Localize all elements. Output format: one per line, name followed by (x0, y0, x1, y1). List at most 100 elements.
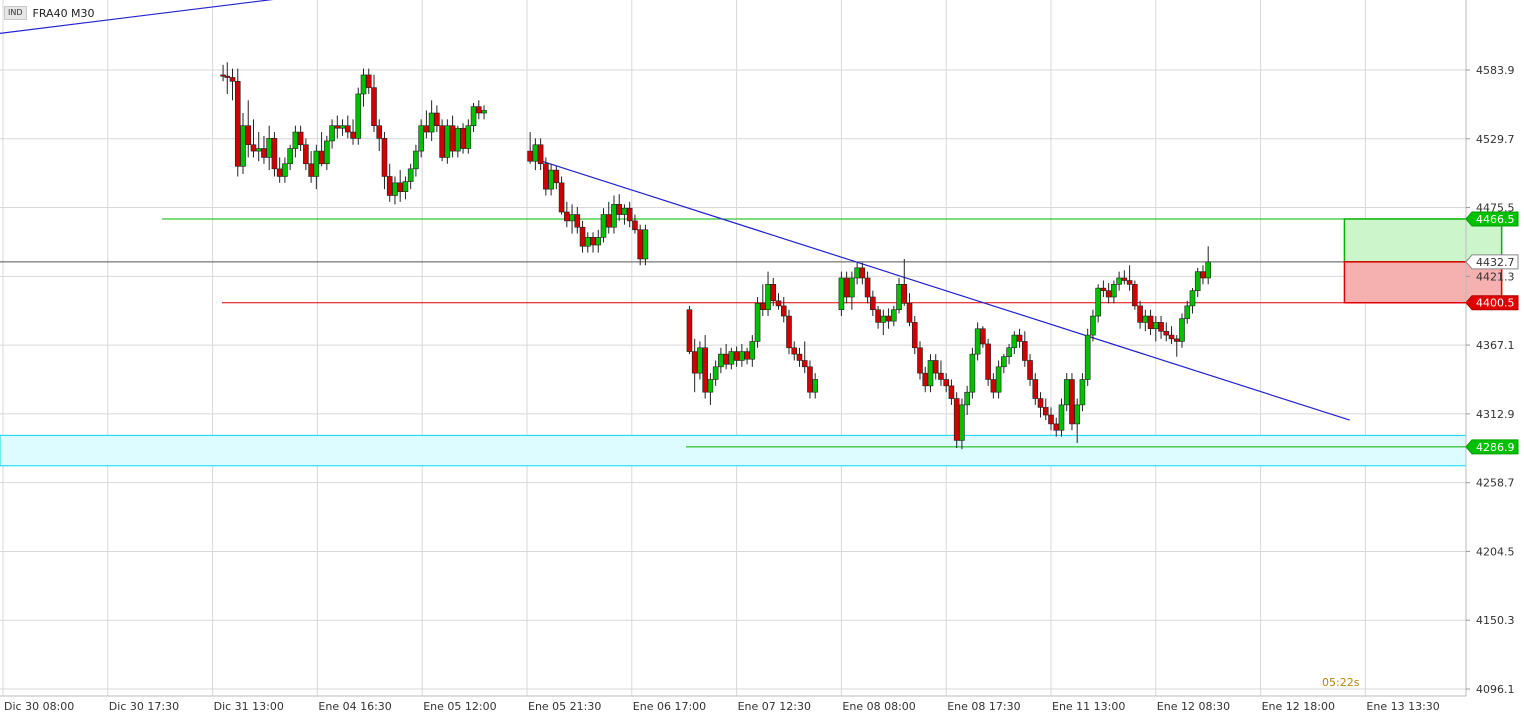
candle-body (1200, 271, 1206, 279)
candle (229, 68, 236, 101)
candle (901, 258, 908, 306)
candle-body (371, 87, 377, 127)
candle-body (1063, 379, 1070, 406)
candle-body (1079, 379, 1086, 406)
candle (271, 132, 278, 177)
candle (1021, 331, 1028, 367)
candle (329, 119, 335, 149)
candle (355, 87, 362, 145)
time-axis[interactable]: Dic 30 08:00 Dic 30 17:30 Dic 31 13:00 Ene … (0, 695, 1466, 713)
candle (297, 125, 304, 152)
candle-body (365, 74, 372, 88)
candle-body (632, 220, 638, 231)
candle (812, 373, 819, 399)
candle-body (775, 300, 782, 307)
time-tick-label: Dic 30 17:30 (109, 700, 179, 713)
candle (1194, 267, 1201, 298)
candles (220, 62, 1211, 450)
candle-body (770, 284, 777, 302)
candle (686, 305, 693, 355)
candle (1042, 398, 1049, 421)
candle (240, 113, 246, 174)
candle (376, 119, 383, 152)
candle-body (1058, 404, 1065, 431)
candle (791, 341, 798, 361)
candle-body (460, 127, 466, 149)
candle (642, 224, 649, 266)
candle-body (407, 168, 414, 182)
candle-body (969, 353, 976, 393)
candle (1184, 300, 1191, 324)
candle-body (329, 125, 335, 142)
candle-body (765, 284, 771, 311)
take-profit-label: 4466.5 (1465, 211, 1519, 227)
candle (1132, 280, 1138, 310)
candle (938, 360, 944, 386)
candle (1069, 373, 1075, 431)
candle-body (584, 237, 591, 247)
candle-body (413, 150, 419, 170)
support-level-label-text: 4286.9 (1476, 441, 1515, 454)
candle-body (616, 204, 623, 215)
candle-body (801, 360, 808, 368)
stop-loss-label-text: 4400.5 (1476, 297, 1515, 310)
candle (413, 144, 419, 177)
candle (481, 105, 487, 120)
candle (707, 373, 714, 405)
candle-body (595, 237, 602, 246)
candle-body (1016, 334, 1023, 342)
price-axis[interactable]: 4583.9 4529.7 4475.5 4421.3 4367.1 4312.9 4258… (1465, 0, 1515, 696)
candle (1027, 354, 1033, 386)
candle-body (796, 353, 803, 361)
candle (1074, 398, 1080, 443)
candle-body (780, 305, 787, 317)
candle-body (1132, 284, 1138, 307)
candle-body (786, 315, 792, 349)
candle (234, 68, 241, 177)
candle (402, 176, 409, 200)
trendline (0, 0, 274, 34)
candle-body (1158, 322, 1164, 332)
time-tick-label: Ene 08 17:30 (947, 700, 1020, 713)
candle (1016, 328, 1023, 348)
price-labels: 4466.5 4400.5 4286.9 4432.7 (1465, 211, 1519, 455)
candle-body (691, 351, 698, 374)
candle-body (564, 211, 570, 222)
candle (749, 335, 756, 367)
candle-body (1001, 356, 1007, 368)
candle-body (948, 385, 955, 399)
candle (1058, 398, 1065, 437)
candle-body (1205, 261, 1211, 279)
candle-body (901, 284, 908, 304)
candle (932, 354, 939, 380)
candle (439, 119, 445, 162)
candle-body (245, 125, 252, 146)
take-profit-label-bg (1465, 211, 1519, 227)
candle (220, 64, 226, 82)
candle (754, 297, 761, 348)
candle-body (959, 404, 965, 441)
symbol-header: IND FRA40 M30 (4, 6, 95, 20)
candle-body (428, 112, 435, 133)
candle-body (637, 229, 643, 260)
candle-body (297, 131, 304, 146)
candle (1126, 265, 1133, 291)
candle (626, 201, 633, 228)
candle-body (381, 138, 388, 177)
candle-body (600, 214, 607, 238)
candle-body (455, 127, 461, 152)
candle-body (922, 372, 929, 387)
price-tick-label: 4258.7 (1476, 477, 1515, 490)
candle (849, 271, 855, 310)
candle (1179, 313, 1185, 348)
candle-body (1027, 360, 1033, 380)
candle (838, 271, 845, 317)
price-tick-label: 4583.9 (1476, 64, 1515, 77)
candle (985, 338, 991, 386)
candle (1205, 246, 1211, 285)
candle-body (1032, 379, 1039, 399)
candle-body (282, 163, 288, 177)
candle (632, 214, 638, 234)
